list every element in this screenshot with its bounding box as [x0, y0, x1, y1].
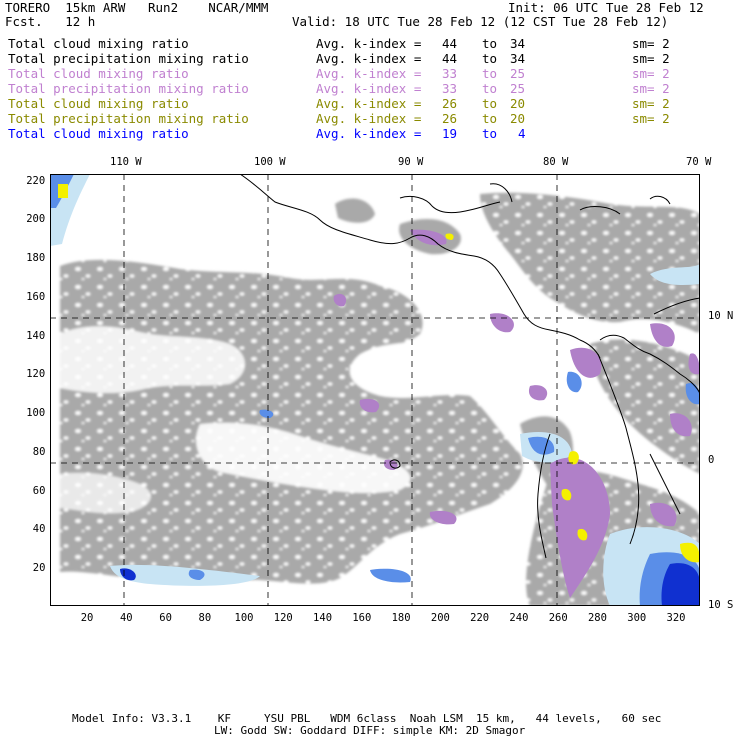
legend-row: Total cloud mixing ratio Avg. k-index = 33… [8, 66, 733, 81]
legend-k-high: 44 [442, 36, 458, 51]
header-forecast-hour: Fcst. 12 h [5, 14, 96, 29]
legend-k-high: 33 [442, 66, 458, 81]
cloud-mixing-blue-field [50, 174, 700, 606]
legend-k-high: 26 [442, 96, 458, 111]
y-grid-index-label: 100 [26, 407, 46, 420]
latitude-label: 10 S [708, 599, 734, 611]
header-init-time: Init: 06 UTC Tue 28 Feb 12 [508, 0, 704, 15]
legend-avg-label: Avg. k-index = [316, 81, 422, 96]
legend-to: to [482, 111, 498, 126]
y-grid-index-label: 40 [32, 523, 46, 536]
latitude-label: 0 [708, 453, 715, 466]
legend-row: Total cloud mixing ratio Avg. k-index = 26… [8, 96, 733, 111]
x-grid-index-label: 40 [119, 612, 133, 624]
x-grid-index-label: 140 [313, 612, 333, 624]
longitude-label: 110 W [110, 156, 142, 168]
x-grid-index-label: 260 [548, 612, 568, 624]
legend-field-name: Total precipitation mixing ratio [8, 81, 249, 96]
y-grid-index-label: 120 [26, 368, 46, 381]
legend-k-low: 34 [510, 51, 526, 66]
lat-lon-grid [50, 174, 700, 606]
x-grid-index-label: 320 [666, 612, 686, 624]
precip-mixing-yellow-field [445, 233, 588, 541]
legend-smoothing: sm= 2 [632, 81, 670, 96]
map-canvas [50, 174, 700, 606]
legend-to: to [482, 126, 498, 141]
legend-avg-label: Avg. k-index = [316, 36, 422, 51]
legend-k-low: 25 [510, 66, 526, 81]
legend-k-low: 4 [518, 126, 526, 141]
map-panel [50, 174, 700, 606]
legend-field-name: Total cloud mixing ratio [8, 126, 189, 141]
x-grid-index-label: 60 [159, 612, 172, 624]
x-grid-index-label: 240 [509, 612, 529, 624]
legend-avg-label: Avg. k-index = [316, 51, 422, 66]
legend-avg-label: Avg. k-index = [316, 96, 422, 111]
legend-row: Total precipitation mixing ratio Avg. k-i… [8, 51, 733, 66]
legend-k-low: 20 [510, 111, 526, 126]
y-grid-index-label: 180 [26, 252, 46, 265]
legend-field-name: Total precipitation mixing ratio [8, 51, 249, 66]
x-grid-index-label: 100 [234, 612, 254, 624]
x-grid-index-label: 200 [430, 612, 450, 624]
x-grid-index-label: 280 [587, 612, 607, 624]
x-grid-index-label: 160 [352, 612, 372, 624]
footer-physics-info: LW: Godd SW: Goddard DIFF: simple KM: 2D… [214, 724, 526, 737]
legend-smoothing: sm= 2 [632, 36, 670, 51]
legend-k-high: 26 [442, 111, 458, 126]
legend-row: Total cloud mixing ratio Avg. k-index = 44… [8, 36, 733, 51]
legend-field-name: Total cloud mixing ratio [8, 96, 189, 111]
legend-smoothing: sm= 2 [632, 111, 670, 126]
latitude-label: 10 N [708, 310, 734, 323]
legend-k-low: 34 [510, 36, 526, 51]
longitude-label: 70 W [686, 156, 712, 168]
legend-avg-label: Avg. k-index = [316, 111, 422, 126]
longitude-label: 100 W [254, 156, 286, 168]
x-grid-index-label: 20 [80, 612, 94, 624]
legend-to: to [482, 81, 498, 96]
legend-avg-label: Avg. k-index = [316, 66, 422, 81]
legend-k-low: 25 [510, 81, 526, 96]
y-grid-index-label: 200 [26, 213, 46, 226]
legend-k-high: 44 [442, 51, 458, 66]
y-grid-index-label: 80 [32, 445, 46, 458]
footer-model-info: Model Info: V3.3.1 KF YSU PBL WDM 6class… [72, 712, 662, 725]
cloud-mixing-gray-field [60, 192, 700, 606]
legend-field-name: Total cloud mixing ratio [8, 66, 189, 81]
legend-to: to [482, 51, 498, 66]
coastline [239, 174, 700, 559]
y-grid-index-label: 220 [26, 174, 46, 187]
legend-smoothing: sm= 2 [632, 96, 670, 111]
x-grid-index-label: 120 [273, 612, 293, 624]
legend-k-low: 20 [510, 96, 526, 111]
legend-avg-label: Avg. k-index = [316, 126, 422, 141]
legend-field-name: Total cloud mixing ratio [8, 36, 189, 51]
legend-to: to [482, 96, 498, 111]
legend-smoothing: sm= 2 [632, 51, 670, 66]
legend-to: to [482, 66, 498, 81]
legend-field-name: Total precipitation mixing ratio [8, 111, 249, 126]
legend-k-high: 19 [442, 126, 458, 141]
legend-k-high: 33 [442, 81, 458, 96]
legend-row: Total precipitation mixing ratio Avg. k-i… [8, 111, 733, 126]
legend-smoothing: sm= 2 [632, 66, 670, 81]
y-grid-index-label: 60 [32, 484, 46, 497]
legend-row: Total precipitation mixing ratio Avg. k-i… [8, 81, 733, 96]
y-grid-index-label: 140 [26, 329, 46, 342]
x-grid-index-label: 180 [391, 612, 411, 624]
y-grid-index-label: 160 [26, 290, 46, 303]
legend-row: Total cloud mixing ratio Avg. k-index = 19… [8, 126, 733, 141]
longitude-label: 80 W [543, 156, 569, 168]
x-grid-index-label: 300 [627, 612, 647, 624]
legend-to: to [482, 36, 498, 51]
x-grid-index-label: 80 [198, 612, 212, 624]
longitude-label: 90 W [398, 156, 424, 168]
x-grid-index-label: 220 [470, 612, 490, 624]
header-run-title: TORERO 15km ARW Run2 NCAR/MMM [5, 0, 269, 15]
header-valid-time: Valid: 18 UTC Tue 28 Feb 12 (12 CST Tue … [292, 14, 669, 29]
y-grid-index-label: 20 [32, 562, 46, 575]
